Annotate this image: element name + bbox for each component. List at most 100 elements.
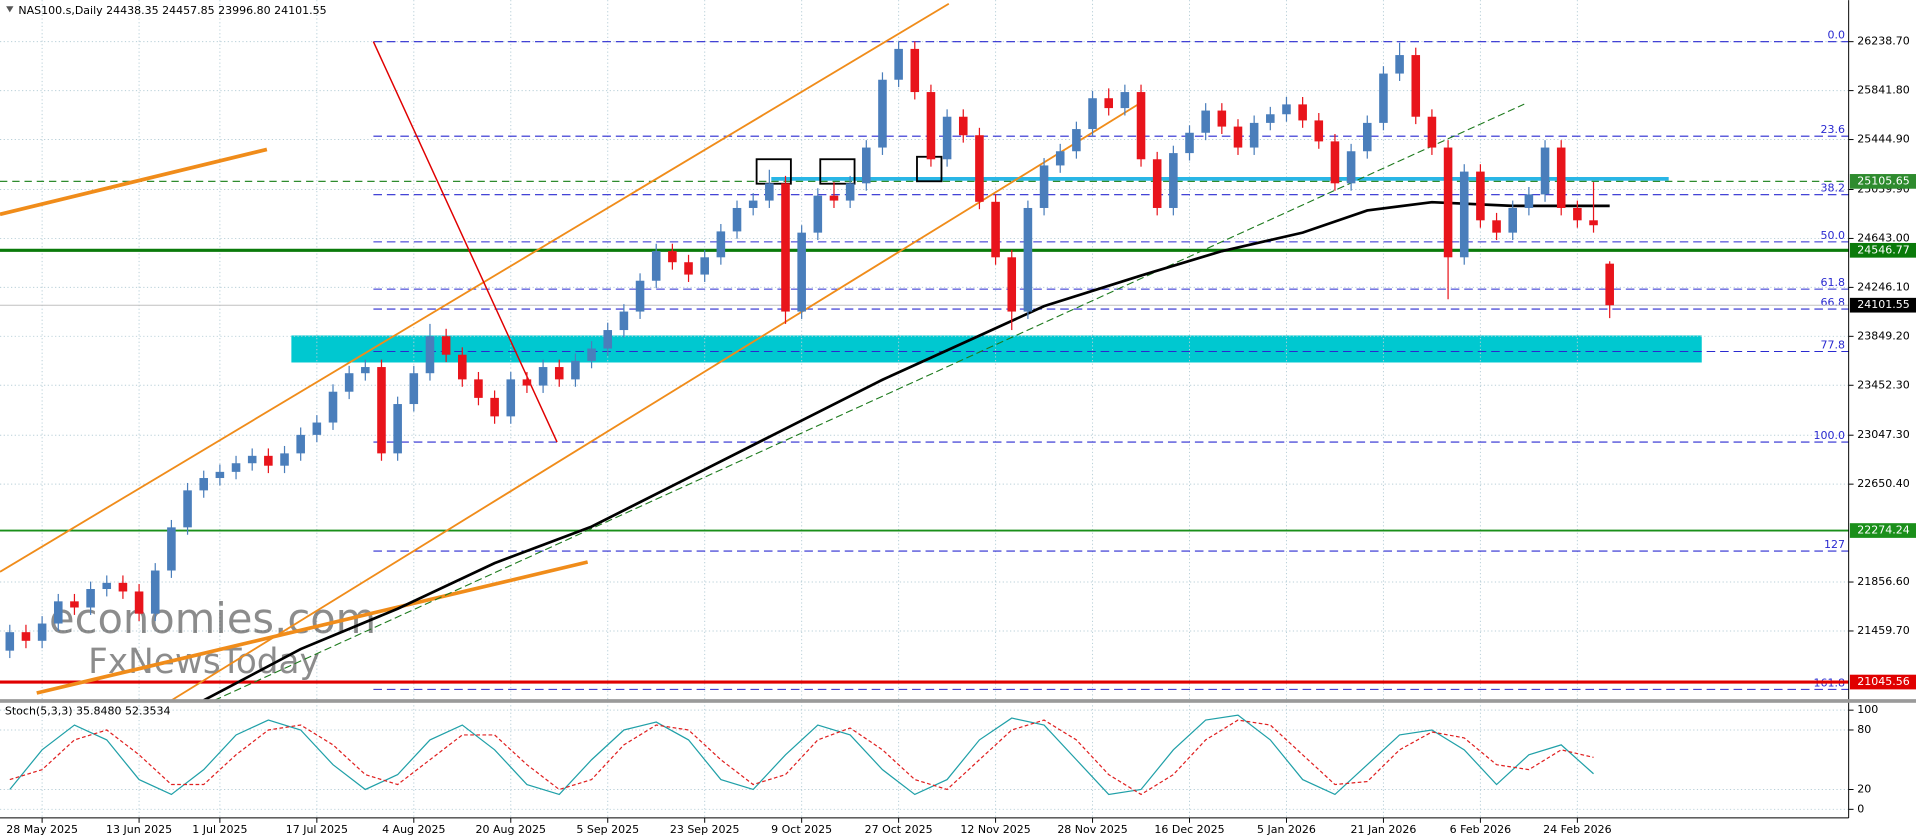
marker-box (755, 158, 792, 185)
candle-body (748, 200, 758, 208)
candle-body (554, 367, 564, 380)
y-tick-label: 24246.10 (1857, 280, 1910, 293)
candle-body (5, 632, 15, 651)
price-tag (1849, 242, 1916, 258)
channel-line (0, 2, 950, 573)
candle-body (1427, 116, 1437, 148)
candle-body (1330, 141, 1340, 184)
candle-body (910, 48, 920, 93)
candle-body (781, 183, 790, 312)
candle-body (134, 591, 144, 614)
candle-body (441, 336, 451, 355)
candle-body (700, 257, 709, 275)
trend-line (0, 147, 268, 217)
candle-body (1524, 194, 1534, 208)
price-tag (1849, 674, 1916, 690)
stoch-tick-label: 20 (1857, 782, 1871, 795)
x-tick-label: 24 Feb 2026 (1543, 823, 1611, 836)
moving-average (203, 200, 1610, 702)
candle-body (1152, 159, 1162, 208)
candle-body (1314, 120, 1324, 142)
x-tick-label: 4 Aug 2025 (382, 823, 445, 836)
candle-body (458, 354, 467, 380)
candle-body (199, 478, 209, 491)
candle-body (53, 601, 63, 624)
candle-body (651, 251, 661, 281)
candle-body (490, 397, 499, 417)
watermark: FxNewsToday (88, 642, 320, 682)
candle-body (474, 379, 483, 398)
candle-body (926, 92, 936, 160)
candle-body (1395, 55, 1404, 74)
fib-label: 23.6 (1820, 123, 1845, 136)
candle-body (1282, 104, 1291, 115)
marker-box (819, 158, 856, 185)
candle-body (167, 527, 176, 571)
x-tick-label: 13 Jun 2025 (106, 823, 172, 836)
data-layer (5, 41, 1614, 796)
stoch-main (9, 714, 1594, 796)
candle-body (1169, 153, 1178, 208)
x-tick-label: 9 Oct 2025 (771, 823, 832, 836)
candle-body (1104, 98, 1113, 109)
fib-label: 66.8 (1820, 296, 1845, 309)
candle-body (862, 147, 871, 184)
candle-body (732, 207, 742, 232)
candle-body (1411, 55, 1421, 117)
annotations: economies.com FxNewsToday (0, 2, 1525, 702)
candle-body (975, 135, 984, 202)
stoch-tick-label: 0 (1857, 802, 1864, 815)
support-zone (291, 335, 1702, 363)
zone-layer (291, 335, 1702, 363)
x-tick-label: 28 Nov 2025 (1057, 823, 1127, 836)
candle-body (118, 582, 128, 592)
y-tick-label: 22650.40 (1857, 477, 1910, 490)
candle-body (183, 490, 192, 528)
candle-body (1136, 92, 1146, 160)
stoch-tick-label: 80 (1857, 723, 1871, 736)
candle-body (942, 116, 952, 160)
y-tick-label: 21459.70 (1857, 624, 1910, 637)
candle-body (344, 373, 354, 392)
fib-label: 77.8 (1820, 338, 1845, 351)
candle-body (231, 463, 241, 472)
candle-body (1120, 92, 1130, 109)
chart-title: NAS100.s,Daily 24438.35 24457.85 23996.8… (18, 4, 326, 17)
symbol-icon (6, 6, 14, 13)
trend-line (36, 560, 589, 695)
candle-body (1573, 207, 1582, 221)
candle-body (312, 422, 322, 435)
candle-body (1055, 151, 1065, 166)
candle-body (280, 453, 289, 466)
candle-body (813, 195, 823, 233)
candle-body (37, 623, 47, 641)
price-tag (1849, 297, 1916, 313)
candle-body (102, 582, 112, 590)
y-tick-label: 24643.00 (1857, 231, 1910, 244)
candle-body (1459, 171, 1469, 258)
y-tick-label: 23047.30 (1857, 428, 1910, 441)
x-tick-label: 17 Jul 2025 (286, 823, 348, 836)
candle-body (425, 336, 435, 374)
x-tick-label: 28 May 2025 (6, 823, 78, 836)
candle-body (878, 79, 887, 148)
x-tick-label: 6 Feb 2026 (1450, 823, 1511, 836)
candle-body (1540, 147, 1550, 195)
price-tag (1849, 523, 1916, 538)
x-tick-label: 20 Aug 2025 (476, 823, 546, 836)
candle-body (70, 601, 79, 608)
candle-body (958, 116, 968, 136)
fib-label: 38.2 (1820, 182, 1845, 195)
candle-body (1476, 171, 1485, 221)
channel-line (170, 103, 1140, 702)
candle-body (716, 231, 726, 258)
candle-body (603, 330, 613, 349)
candle-body (845, 183, 855, 201)
y-tick-label: 25444.90 (1857, 133, 1910, 146)
candle-body (1201, 110, 1210, 133)
candle-body (1605, 263, 1614, 306)
candle-body (1379, 73, 1388, 123)
